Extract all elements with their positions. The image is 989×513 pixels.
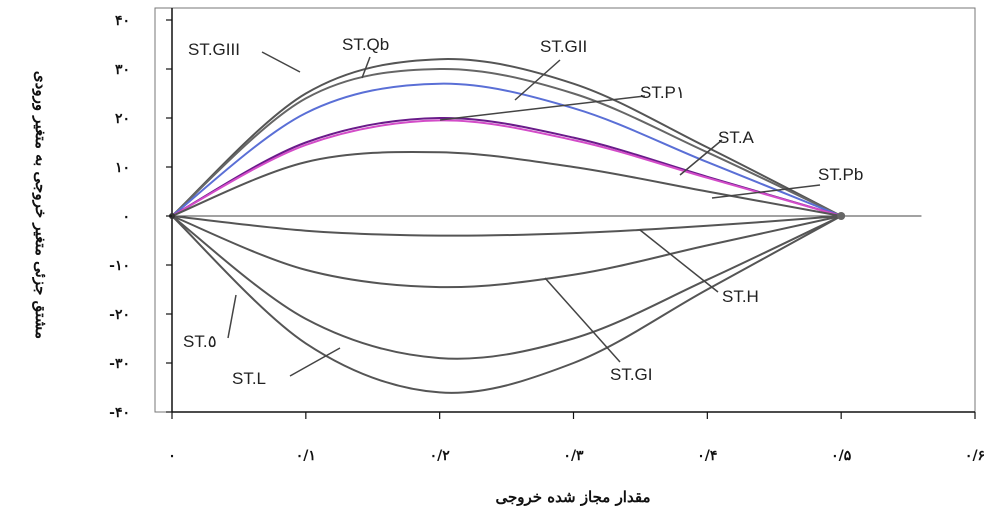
end-marker	[837, 212, 846, 220]
series-line	[171, 119, 842, 217]
series-line	[171, 215, 842, 360]
series-label: ST.٥	[183, 332, 217, 351]
series-callout-line	[361, 56, 371, 79]
y-axis-title: مشتق جزئی متغیر خروجی به متغیر ورودی	[32, 71, 50, 339]
series-callout-line	[711, 184, 821, 199]
y-tick-label: -۲۰	[109, 307, 130, 323]
series-line	[171, 58, 842, 217]
y-tick-label: ۱۰	[115, 160, 130, 176]
series-line	[171, 215, 842, 394]
y-tick-label: -۴۰	[109, 405, 130, 421]
series-line	[171, 67, 842, 217]
series-callout-line	[261, 51, 301, 73]
x-tick-label: ۰/۴	[697, 448, 717, 464]
series-label: ST.P١	[640, 83, 685, 102]
x-tick-label: ۰/۵	[831, 448, 852, 464]
y-tick-label: ۲۰	[115, 111, 130, 127]
series-callout-line	[544, 277, 621, 363]
series-callout-line	[514, 59, 561, 101]
x-tick-label: ۰/۱	[296, 448, 316, 464]
series-label: ST.GI	[610, 365, 653, 384]
series-line	[171, 151, 842, 217]
series-callout-line	[679, 139, 723, 176]
series-line	[171, 82, 842, 217]
series-label: ST.Pb	[818, 165, 863, 184]
series-label: ST.L	[232, 369, 266, 388]
y-tick-label: -۳۰	[109, 356, 130, 372]
series-line	[171, 215, 842, 237]
series-callout-line	[639, 229, 719, 293]
series-callout-line	[227, 294, 237, 339]
series-label: ST.GII	[540, 37, 587, 56]
y-tick-label: ۳۰	[115, 62, 130, 78]
series-callout-line	[439, 95, 646, 121]
series-label: ST.H	[722, 287, 759, 306]
y-tick-label: ۴۰	[115, 13, 130, 29]
x-tick-label: ۰/۳	[563, 448, 584, 464]
x-axis-title: مقدار مجاز شده خروجی	[496, 488, 651, 506]
y-tick-label: -۱۰	[109, 258, 130, 274]
series-label: ST.Qb	[342, 35, 389, 54]
x-tick-label: ۰/۶	[965, 448, 985, 464]
x-tick-label: ۰	[168, 448, 176, 464]
series-label: ST.A	[718, 128, 755, 147]
x-tick-label: ۰/۲	[430, 448, 451, 464]
series-label: ST.GIII	[188, 40, 240, 59]
y-tick-label: ۰	[122, 209, 130, 225]
series-line	[171, 215, 842, 289]
series-callout-line	[289, 347, 341, 377]
